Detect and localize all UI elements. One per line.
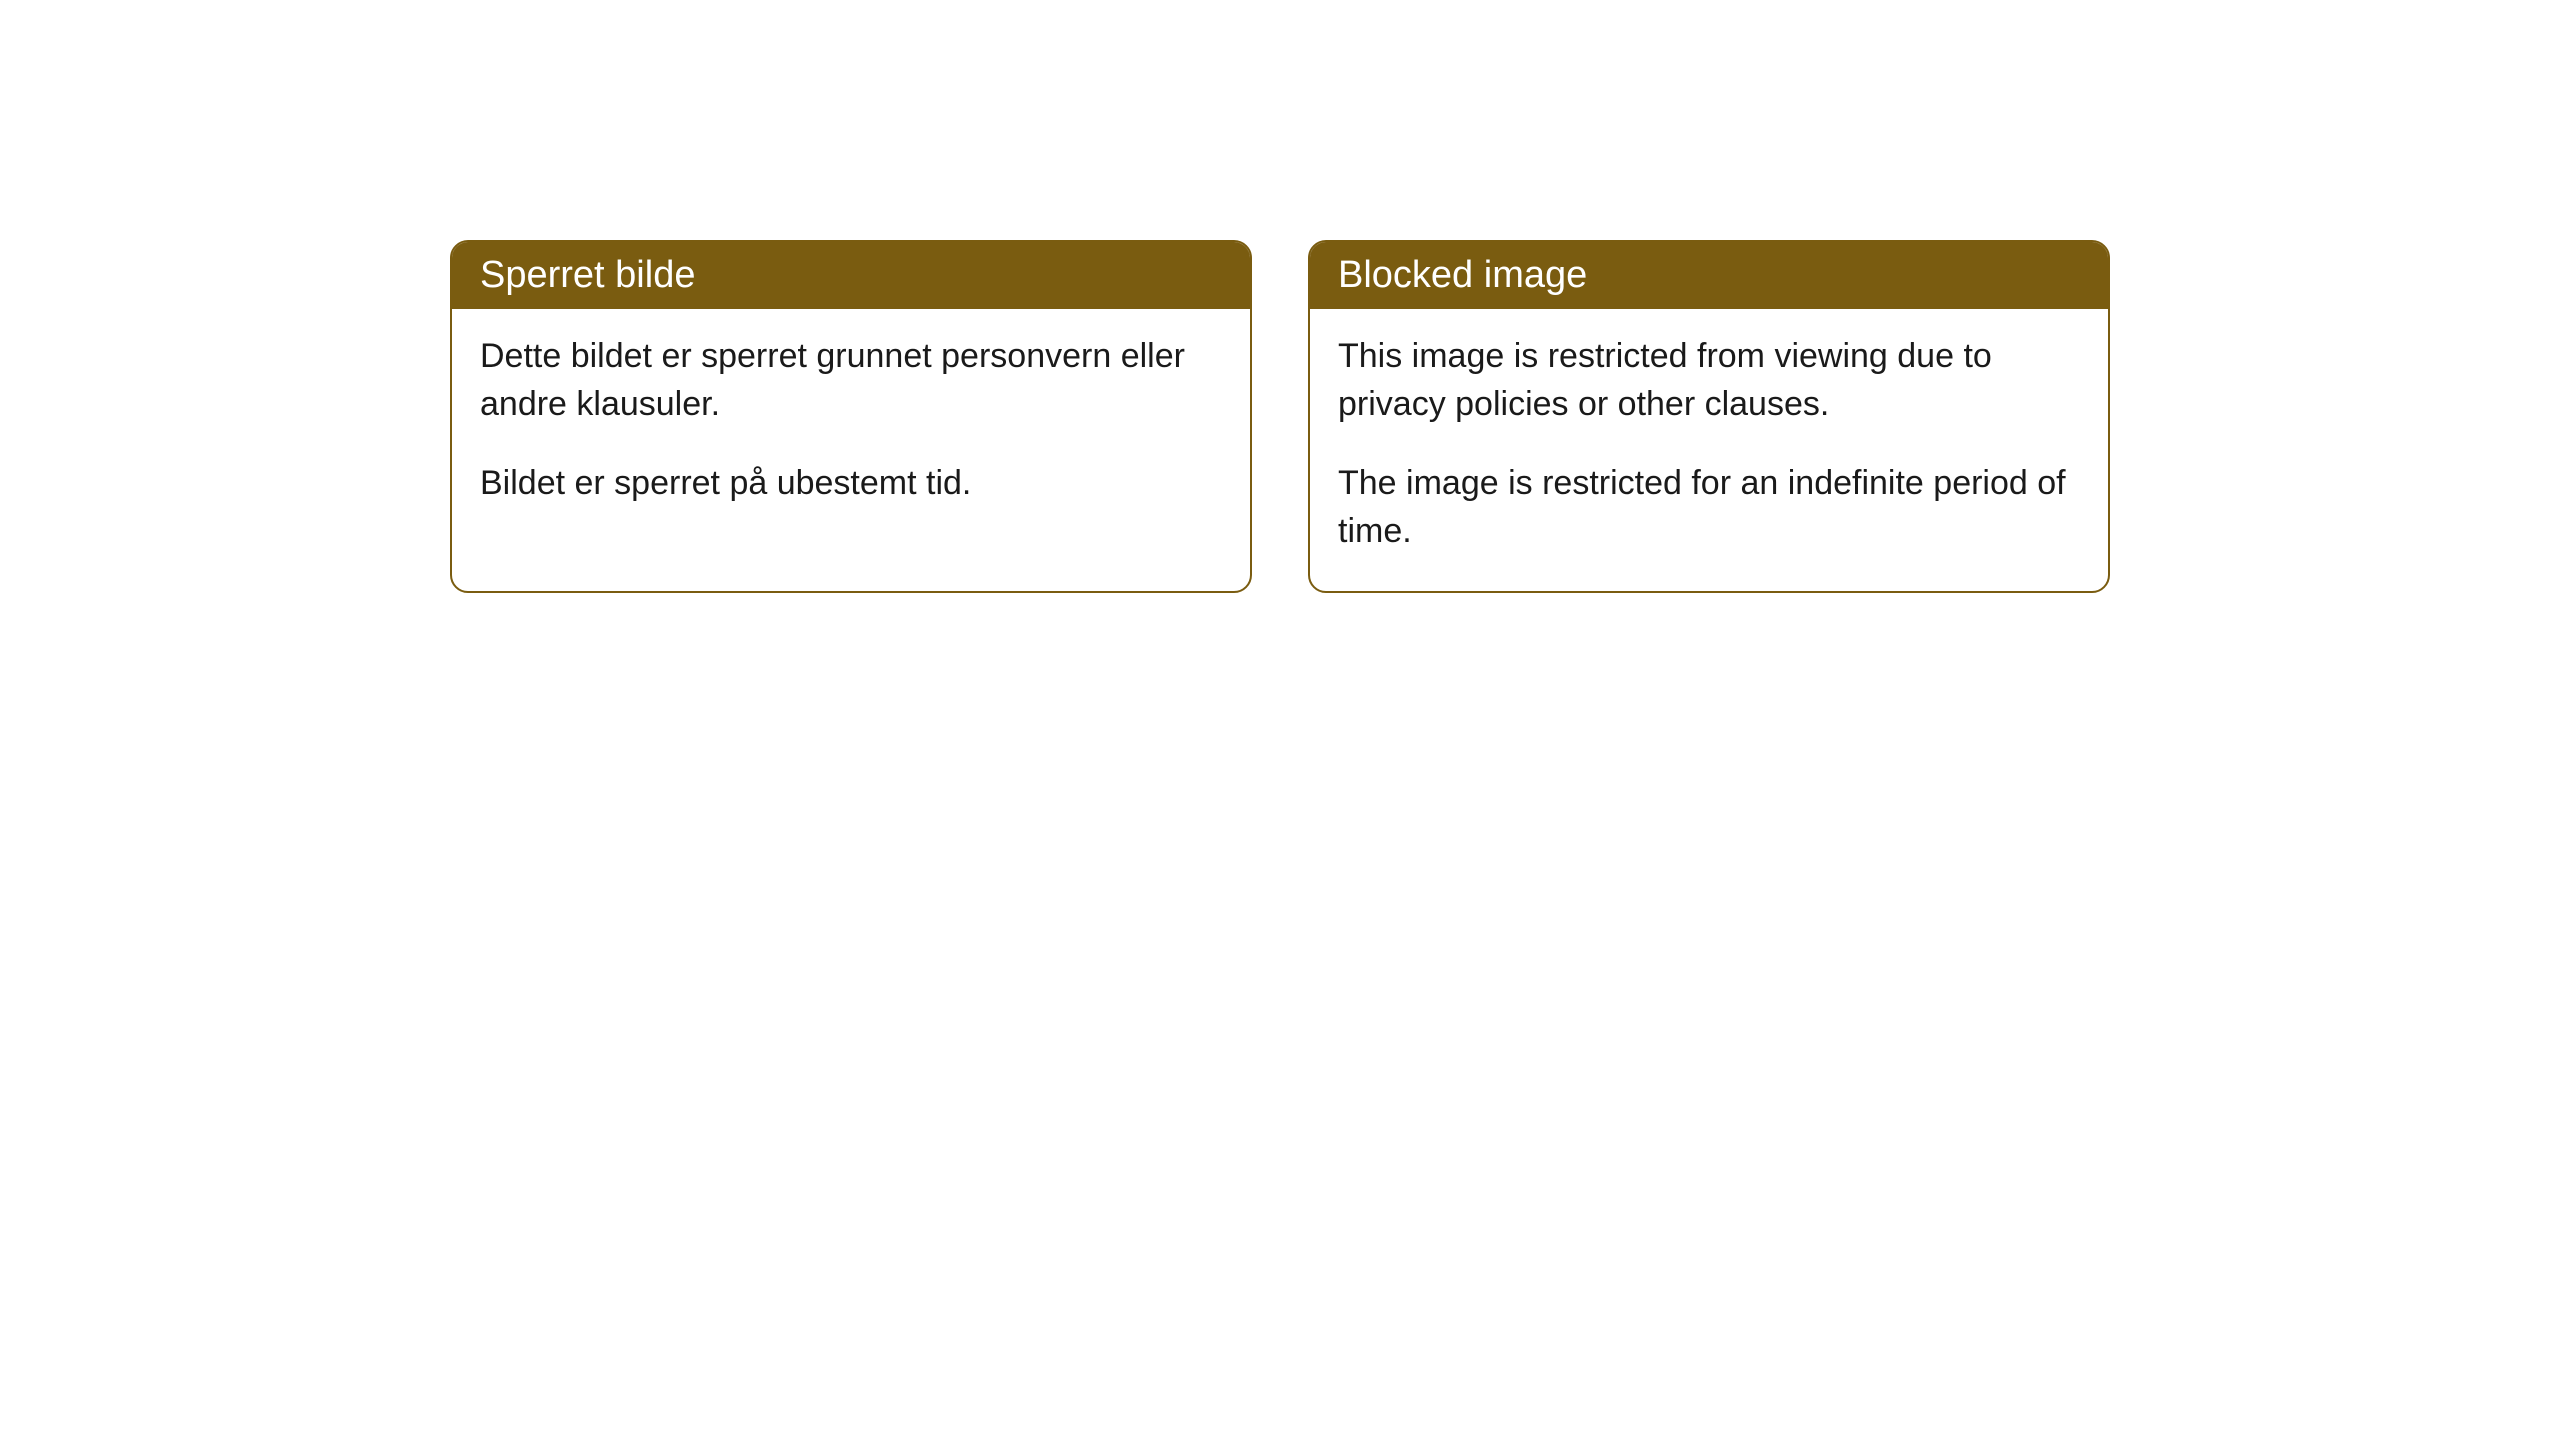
card-paragraph-norwegian-1: Dette bildet er sperret grunnet personve… [480, 333, 1222, 428]
card-header-english: Blocked image [1310, 242, 2108, 309]
card-body-norwegian: Dette bildet er sperret grunnet personve… [452, 309, 1250, 544]
card-title-english: Blocked image [1338, 254, 1587, 296]
card-body-english: This image is restricted from viewing du… [1310, 309, 2108, 591]
card-paragraph-english-2: The image is restricted for an indefinit… [1338, 460, 2080, 555]
card-paragraph-norwegian-2: Bildet er sperret på ubestemt tid. [480, 460, 1222, 508]
card-header-norwegian: Sperret bilde [452, 242, 1250, 309]
card-title-norwegian: Sperret bilde [480, 254, 695, 296]
blocked-image-card-norwegian: Sperret bilde Dette bildet er sperret gr… [450, 240, 1252, 593]
notice-cards-container: Sperret bilde Dette bildet er sperret gr… [450, 240, 2110, 593]
blocked-image-card-english: Blocked image This image is restricted f… [1308, 240, 2110, 593]
card-paragraph-english-1: This image is restricted from viewing du… [1338, 333, 2080, 428]
